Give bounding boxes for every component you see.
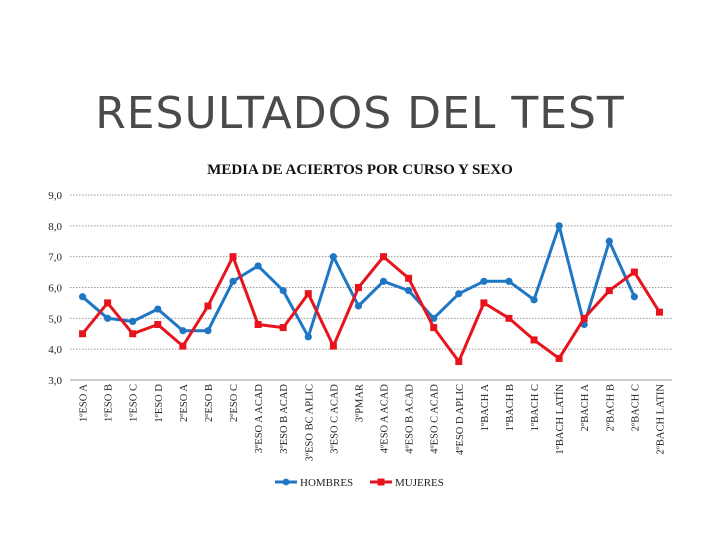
point-hombres [179,327,187,335]
point-hombres [279,286,287,295]
point-mujeres [405,274,413,282]
point-hombres [555,222,563,230]
point-mujeres [655,308,663,316]
y-tick-label: 7,0 [48,252,62,264]
x-tick-label: 1ºBACH B [505,384,516,431]
y-tick-label: 6,0 [48,283,62,295]
x-tick-label: 1ºBACH LATÍN [554,384,566,455]
point-hombres [354,302,363,310]
series-line-mujeres [81,255,661,363]
point-mujeres [455,358,463,365]
x-tick-label: 2ºBACH LATIN [655,384,666,455]
point-mujeres [129,330,137,338]
x-tick-label: 4ºESO B ACAD [405,384,416,454]
point-mujeres [580,314,588,322]
legend-marker-mujeres [377,478,385,486]
y-tick-label: 4,0 [48,344,62,356]
point-hombres [480,277,488,285]
x-tick-label: 2ºESO B [204,384,215,422]
point-mujeres [430,324,438,332]
point-mujeres [304,290,312,298]
point-mujeres [254,321,262,328]
point-hombres [229,277,237,285]
point-mujeres [204,302,212,310]
x-tick-label: 3ºESO BC APLIC [304,384,315,461]
point-mujeres [480,299,488,307]
point-mujeres [380,253,388,261]
point-hombres [254,262,262,270]
x-tick-label: 1ºBACH A [480,384,491,432]
point-mujeres [229,253,237,261]
point-mujeres [605,287,613,295]
point-mujeres [179,342,187,350]
point-mujeres [555,354,563,362]
point-hombres [630,293,638,301]
legend-label-mujeres: MUJERES [395,477,444,489]
x-tick-label: 4ºESO D APLIC [455,384,466,455]
point-mujeres [630,268,638,276]
point-mujeres [154,321,162,328]
legend: HOMBRES MUJERES [275,477,444,489]
point-mujeres [279,324,287,332]
slide-title: RESULTADOS DEL TEST [95,88,625,139]
point-hombres [530,296,538,304]
x-tick-label: 1ºESO C [129,384,140,422]
point-hombres [455,290,463,298]
x-tick-label: 4ºESO A ACAD [380,384,391,454]
chart-title: MEDIA DE ACIERTOS POR CURSO Y SEXO [207,162,513,178]
x-tick-label: 2ºESO A [179,384,190,422]
x-tick-label: 1ºESO D [154,384,165,423]
x-tick-label: 1ºESO B [104,384,115,422]
point-hombres [154,305,162,313]
legend-label-hombres: HOMBRES [300,477,353,489]
series-group [78,222,663,365]
gridlines [70,194,672,381]
point-mujeres [354,284,362,291]
y-tick-label: 3,0 [48,375,62,387]
point-hombres [104,314,112,322]
point-mujeres [104,299,112,307]
x-tick-label: 1ºBACH C [530,384,541,431]
point-hombres [129,317,137,326]
point-hombres [405,286,413,295]
point-hombres [379,277,388,285]
x-tick-label: 3ºPMAR [354,384,365,422]
point-mujeres [530,336,538,344]
y-tick-label: 8,0 [48,221,62,233]
point-hombres [78,293,87,301]
x-tick-label: 2ºBACH B [605,384,616,431]
legend-marker-hombres [282,478,290,486]
point-mujeres [79,330,87,338]
x-tick-label: 3ºESO B ACAD [279,384,290,454]
x-tick-label: 3ºESO C ACAD [329,384,340,454]
y-tick-label: 5,0 [48,313,62,325]
x-tick-label: 2ºESO C [229,384,240,422]
point-mujeres [505,314,513,322]
point-hombres [329,253,337,261]
point-mujeres [329,342,337,350]
x-tick-label: 1ºESO A [79,384,90,422]
point-hombres [505,277,513,285]
y-tick-label: 9,0 [48,190,62,202]
point-hombres [304,333,312,341]
x-tick-label: 4ºESO C ACAD [430,384,441,454]
x-tick-label: 3ºESO A ACAD [254,384,265,454]
point-hombres [204,327,212,335]
x-axis: 1ºESO A 1ºESO B 1ºESO C 1ºESO D 2ºESO A 2ºESO… [79,384,667,462]
point-hombres [430,314,438,322]
series-line-hombres [81,224,636,339]
x-tick-label: 2ºBACH A [580,384,591,432]
x-tick-label: 2ºBACH C [630,384,641,431]
y-axis: 3,0 4,0 5,0 6,0 7,0 8,0 9,0 [48,190,62,387]
point-hombres [605,237,613,245]
